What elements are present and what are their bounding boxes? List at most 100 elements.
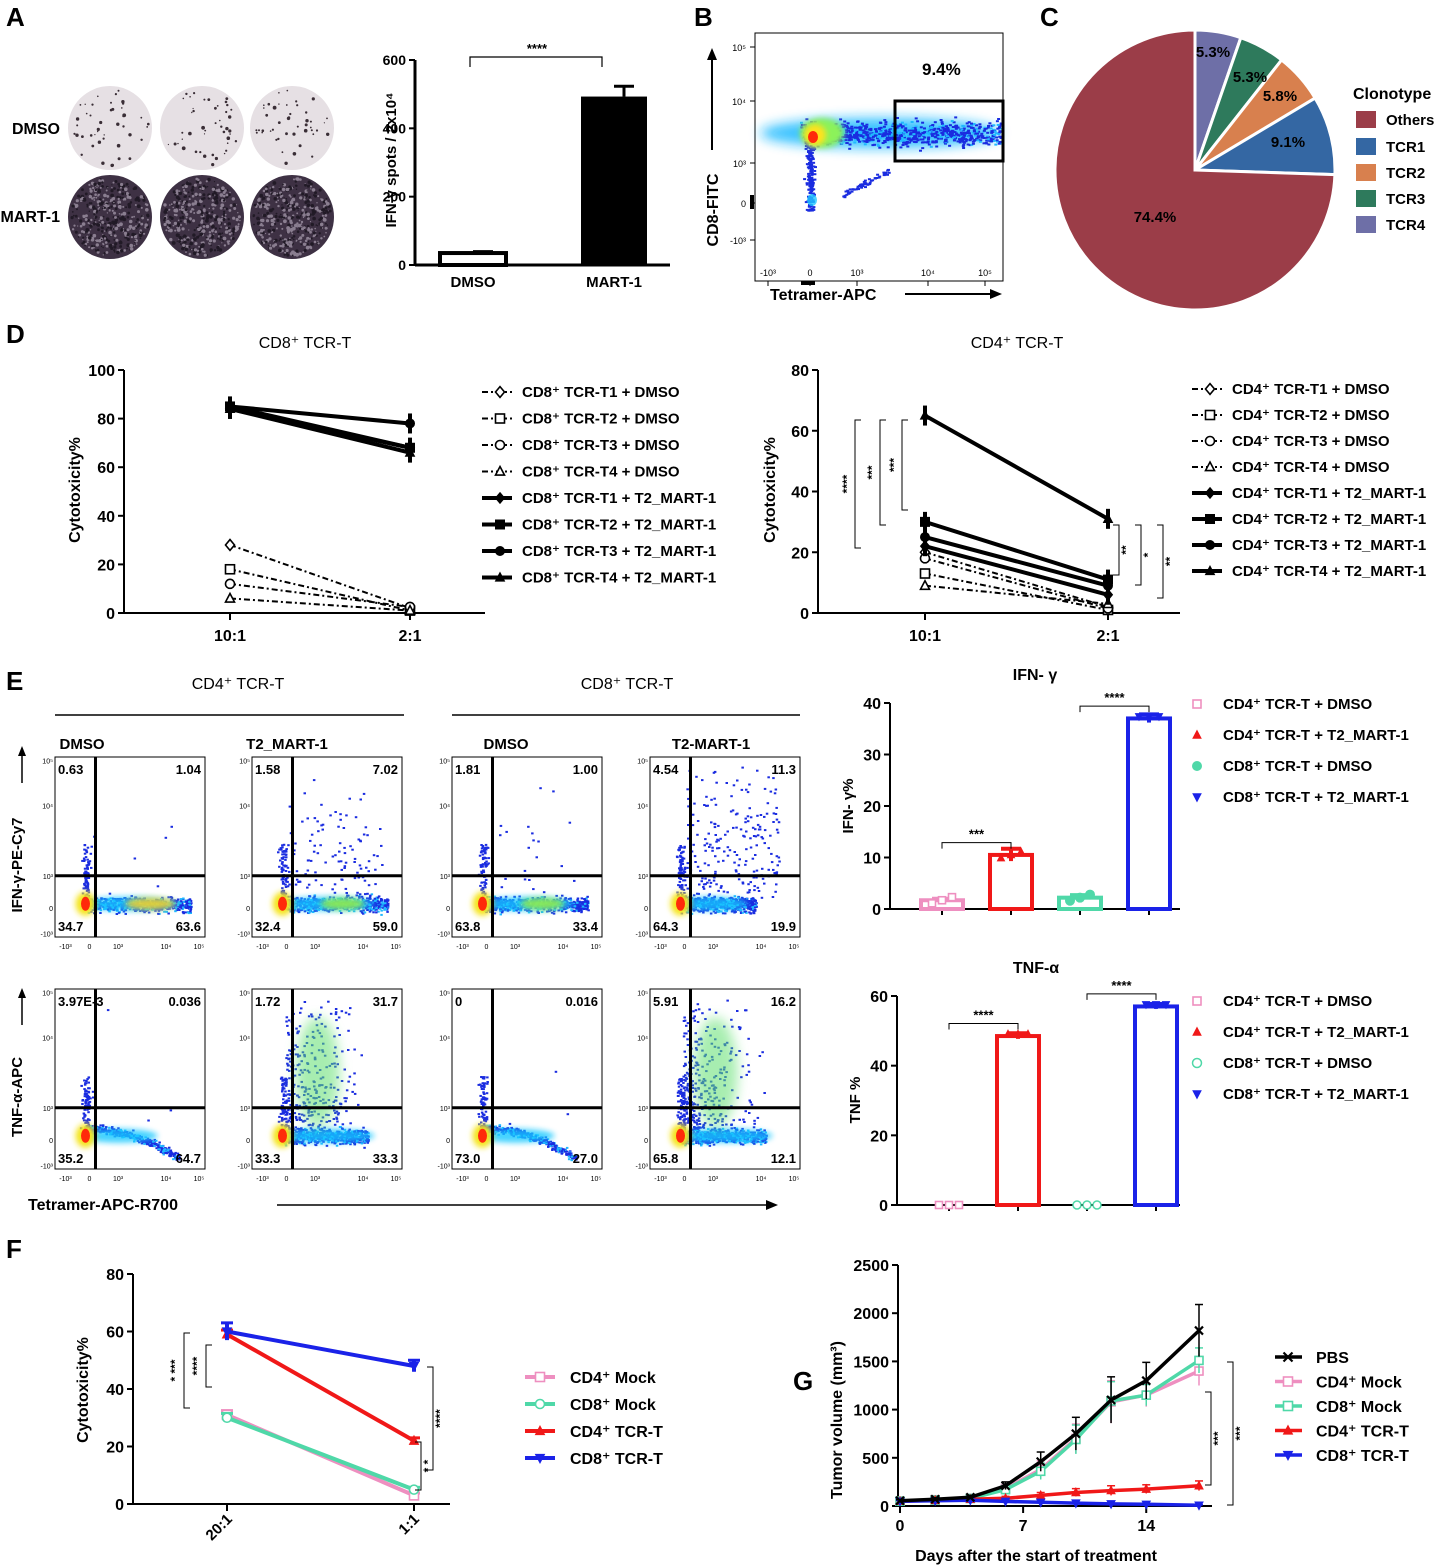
spot bbox=[97, 204, 100, 207]
dot bbox=[869, 132, 873, 135]
spot bbox=[216, 249, 219, 252]
dot bbox=[293, 849, 296, 852]
spot bbox=[188, 131, 192, 136]
dot bbox=[933, 121, 937, 124]
legend-item: CD8⁺ TCR-T1 + T2_MART-1 bbox=[482, 490, 716, 507]
dot bbox=[808, 192, 812, 195]
dot bbox=[179, 900, 182, 903]
dot bbox=[971, 142, 975, 145]
spot bbox=[117, 182, 121, 186]
spot bbox=[317, 195, 320, 198]
dot bbox=[904, 123, 908, 126]
spot bbox=[306, 243, 309, 246]
spot bbox=[198, 224, 201, 227]
spot bbox=[124, 229, 127, 232]
spot bbox=[232, 233, 234, 235]
spot bbox=[232, 203, 237, 207]
y-tick-label: 100 bbox=[88, 363, 115, 380]
y-tick-label: 0 bbox=[106, 606, 115, 623]
dot bbox=[810, 172, 814, 174]
dot bbox=[342, 827, 346, 829]
spot bbox=[218, 248, 223, 252]
spot bbox=[277, 196, 279, 199]
spot bbox=[309, 120, 312, 123]
panel-d-cd8-line-chart: CD8⁺ TCR-T Cytotoxicity% 02040608010010:… bbox=[67, 335, 716, 645]
spot bbox=[298, 216, 301, 219]
spot bbox=[318, 218, 322, 222]
spot bbox=[311, 212, 315, 216]
spot bbox=[225, 97, 229, 100]
spot bbox=[308, 237, 312, 240]
dot bbox=[166, 908, 169, 910]
spot bbox=[130, 247, 134, 251]
flow-dots bbox=[75, 825, 193, 916]
dot bbox=[338, 910, 342, 912]
spot bbox=[110, 198, 113, 202]
dot bbox=[980, 132, 984, 135]
spot bbox=[169, 228, 173, 233]
axis-marker bbox=[801, 281, 815, 285]
dot bbox=[808, 172, 812, 175]
dot bbox=[359, 867, 363, 870]
well-mart1 bbox=[68, 175, 152, 259]
spot bbox=[316, 202, 318, 204]
spot bbox=[88, 236, 92, 240]
spot bbox=[176, 222, 181, 226]
spot bbox=[164, 208, 169, 212]
legend-label: CD4⁺ TCR-T4 + T2_MART-1 bbox=[1232, 563, 1426, 580]
spot bbox=[222, 236, 227, 241]
dot bbox=[177, 907, 180, 910]
dot bbox=[975, 124, 978, 127]
spot bbox=[175, 233, 180, 237]
dot bbox=[863, 143, 867, 146]
dot bbox=[82, 887, 85, 890]
spot bbox=[114, 180, 118, 183]
dot bbox=[108, 910, 111, 913]
spot bbox=[309, 182, 313, 186]
x-tick-label: 10³ bbox=[113, 944, 124, 951]
dot bbox=[282, 843, 286, 846]
density-peak bbox=[278, 896, 287, 911]
spot bbox=[99, 186, 102, 189]
spot bbox=[179, 220, 182, 223]
spot bbox=[202, 225, 206, 228]
spot bbox=[194, 200, 198, 204]
dot bbox=[134, 910, 137, 912]
dot bbox=[359, 840, 362, 843]
spot bbox=[324, 214, 328, 217]
spot bbox=[181, 184, 184, 187]
dot bbox=[83, 848, 86, 851]
spot bbox=[84, 214, 88, 218]
spot bbox=[184, 184, 188, 188]
dot bbox=[386, 899, 390, 902]
marker-square bbox=[224, 563, 236, 575]
dot bbox=[359, 798, 362, 801]
spot bbox=[317, 225, 319, 227]
spot bbox=[101, 161, 105, 165]
dot bbox=[916, 120, 920, 123]
dot bbox=[807, 188, 811, 191]
dot bbox=[82, 857, 86, 860]
spot bbox=[122, 184, 126, 188]
spot bbox=[234, 225, 238, 228]
spot bbox=[137, 196, 140, 199]
dot bbox=[84, 880, 88, 883]
dot bbox=[895, 133, 899, 136]
spot bbox=[103, 134, 105, 136]
spot bbox=[301, 208, 305, 212]
dot bbox=[866, 134, 870, 137]
dot bbox=[808, 184, 812, 187]
spot bbox=[120, 213, 123, 216]
dot bbox=[847, 192, 851, 195]
dot bbox=[864, 132, 868, 135]
spot bbox=[131, 216, 134, 219]
dot bbox=[867, 128, 871, 131]
dot bbox=[810, 173, 814, 176]
spot bbox=[259, 193, 264, 198]
x-axis-label: Tetramer-APC-R700 bbox=[28, 1197, 178, 1214]
y-tick-label: 60 bbox=[791, 424, 809, 441]
dot bbox=[813, 178, 817, 181]
spot bbox=[88, 183, 91, 186]
dot bbox=[844, 134, 848, 137]
spot bbox=[121, 100, 125, 104]
